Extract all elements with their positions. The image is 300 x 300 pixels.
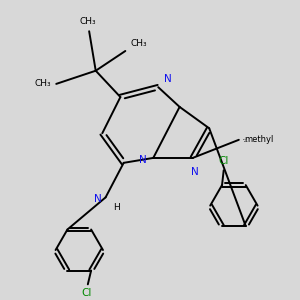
Text: H: H [113, 203, 120, 212]
Text: methyl: methyl [244, 141, 249, 142]
Text: methyl: methyl [244, 135, 273, 144]
Text: N: N [94, 194, 102, 204]
Text: CH₃: CH₃ [35, 80, 51, 88]
Text: N: N [190, 167, 198, 177]
Text: methyl: methyl [243, 139, 248, 140]
Text: Cl: Cl [81, 288, 92, 298]
Text: N: N [164, 74, 172, 84]
Text: CH₃: CH₃ [130, 39, 147, 48]
Text: CH₃: CH₃ [79, 17, 96, 26]
Text: Cl: Cl [218, 156, 229, 166]
Text: N: N [139, 154, 147, 164]
